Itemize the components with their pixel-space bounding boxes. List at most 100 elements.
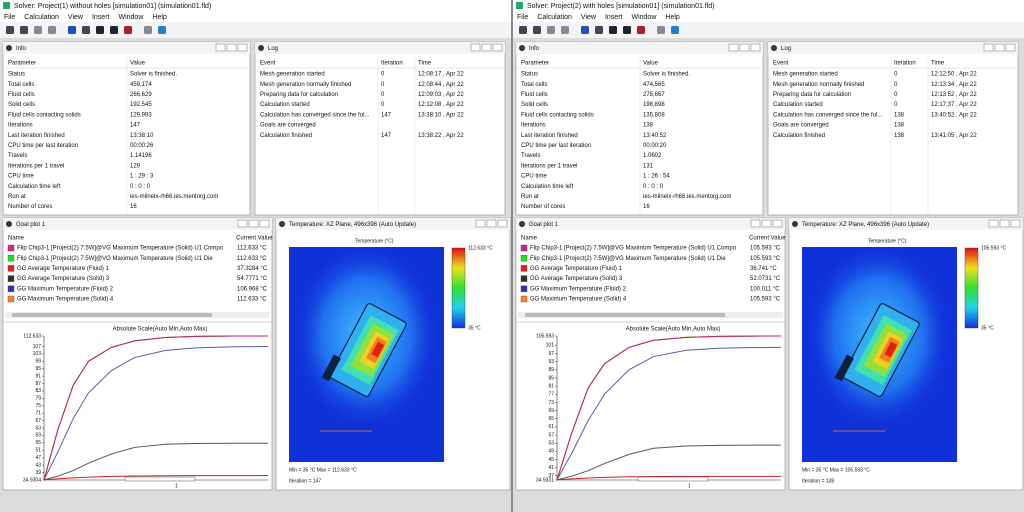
series-line bbox=[43, 346, 269, 481]
window-button[interactable] bbox=[983, 43, 994, 52]
toolbar-button[interactable] bbox=[623, 26, 631, 34]
info-cell: 16 bbox=[643, 204, 650, 210]
scroll-thumb[interactable] bbox=[12, 313, 212, 317]
info-cell: Run at bbox=[521, 194, 539, 200]
series-line bbox=[43, 335, 269, 481]
window-button[interactable] bbox=[750, 43, 761, 52]
window-button[interactable] bbox=[739, 43, 750, 52]
log-cell: 12:13:52 , Apr 22 bbox=[931, 92, 977, 98]
window-button[interactable] bbox=[728, 43, 739, 52]
window-title: Info bbox=[16, 46, 27, 52]
toolbar-button[interactable] bbox=[595, 26, 603, 34]
window-button[interactable] bbox=[497, 219, 508, 228]
window-button[interactable] bbox=[481, 43, 492, 52]
y-tick-label: 107 bbox=[33, 344, 42, 350]
window-button[interactable] bbox=[999, 219, 1010, 228]
menu-item[interactable]: Window bbox=[118, 14, 144, 21]
window-button[interactable] bbox=[215, 43, 226, 52]
legend-name: Flip Chip3-1 [Project(2) 7.5W]@VG Maximu… bbox=[530, 256, 726, 262]
info-cell: 266,629 bbox=[130, 92, 152, 98]
window-button[interactable] bbox=[248, 219, 259, 228]
legend-value: 36.741 °C bbox=[750, 266, 777, 272]
log-cell: 147 bbox=[381, 133, 392, 139]
toolbar-button[interactable] bbox=[82, 26, 90, 34]
toolbar-button[interactable] bbox=[533, 26, 541, 34]
legend-swatch bbox=[520, 244, 528, 252]
toolbar-button[interactable] bbox=[34, 26, 42, 34]
menu-item[interactable]: Insert bbox=[92, 14, 110, 21]
window-button[interactable] bbox=[750, 219, 761, 228]
y-tick-label: 97 bbox=[548, 351, 554, 357]
window-titlebar bbox=[3, 42, 250, 54]
window-button[interactable] bbox=[259, 219, 270, 228]
window-button[interactable] bbox=[475, 219, 486, 228]
legend-swatch bbox=[7, 265, 15, 272]
log-header: Iteration bbox=[894, 61, 916, 67]
toolbar-button[interactable] bbox=[547, 26, 555, 34]
menu-item[interactable]: Window bbox=[631, 14, 657, 21]
contour-iteration: Iteration = 138 bbox=[802, 478, 834, 484]
window-button[interactable] bbox=[1005, 43, 1016, 52]
menu-item[interactable]: View bbox=[581, 14, 597, 21]
chip bbox=[321, 303, 407, 397]
menu-item[interactable]: Calculation bbox=[537, 14, 572, 21]
info-cell: 1.0602 bbox=[643, 153, 662, 159]
contour-iteration: Iteration = 147 bbox=[289, 478, 321, 484]
log-cell: Mesh generation normally finished bbox=[260, 82, 351, 88]
toolbar-button[interactable] bbox=[144, 26, 152, 34]
colorbar-max: 105.593 °C bbox=[981, 245, 1006, 251]
y-tick-label: 43 bbox=[35, 462, 41, 468]
scroll-thumb[interactable] bbox=[525, 313, 725, 317]
toolbar-button[interactable] bbox=[561, 26, 569, 34]
y-tick-label: 81 bbox=[548, 383, 554, 389]
toolbar-button[interactable] bbox=[158, 26, 166, 34]
chart-title: Absolute Scale(Auto Min,Auto Max) bbox=[626, 327, 721, 333]
window-button[interactable] bbox=[470, 43, 481, 52]
toolbar-button[interactable] bbox=[637, 26, 645, 34]
menu-item[interactable]: Help bbox=[152, 14, 167, 21]
info-cell: Iterations bbox=[8, 123, 33, 129]
menu-item[interactable]: File bbox=[4, 14, 15, 21]
menu-item[interactable]: Calculation bbox=[24, 14, 59, 21]
toolbar-button[interactable] bbox=[96, 26, 104, 34]
menu-item[interactable]: View bbox=[68, 14, 84, 21]
toolbar-button[interactable] bbox=[609, 26, 617, 34]
window-button[interactable] bbox=[226, 43, 237, 52]
info-cell: 13:40:52 bbox=[643, 133, 667, 139]
window-button[interactable] bbox=[761, 219, 772, 228]
plot-scroll[interactable] bbox=[637, 476, 709, 482]
window-button[interactable] bbox=[772, 219, 783, 228]
window-button[interactable] bbox=[988, 219, 999, 228]
window-button[interactable] bbox=[994, 43, 1005, 52]
toolbar-button[interactable] bbox=[124, 26, 132, 34]
toolbar-button[interactable] bbox=[657, 26, 665, 34]
toolbar-button[interactable] bbox=[68, 26, 76, 34]
toolbar bbox=[0, 22, 511, 38]
toolbar-button[interactable] bbox=[110, 26, 118, 34]
toolbar-button[interactable] bbox=[519, 26, 527, 34]
menu-item[interactable]: Help bbox=[665, 14, 680, 21]
log-cell: 138 bbox=[894, 123, 905, 129]
legend-value: 106.968 °C bbox=[237, 286, 268, 292]
y-tick-label: 85 bbox=[548, 375, 554, 381]
menu-item[interactable]: File bbox=[517, 14, 528, 21]
legend-value: 37.3284 °C bbox=[237, 266, 268, 272]
log-cell: 12:17:37 , Apr 22 bbox=[931, 102, 977, 108]
window-button[interactable] bbox=[486, 219, 497, 228]
window-button[interactable] bbox=[237, 43, 248, 52]
toolbar-button[interactable] bbox=[6, 26, 14, 34]
window-button[interactable] bbox=[492, 43, 503, 52]
legend-swatch bbox=[7, 254, 15, 262]
toolbar-button[interactable] bbox=[20, 26, 28, 34]
plot-scroll[interactable] bbox=[124, 476, 196, 482]
chip bbox=[834, 303, 920, 397]
menu-item[interactable]: Insert bbox=[605, 14, 623, 21]
window-button[interactable] bbox=[237, 219, 248, 228]
toolbar-button[interactable] bbox=[581, 26, 589, 34]
toolbar-button[interactable] bbox=[671, 26, 679, 34]
window-icon bbox=[792, 221, 798, 227]
toolbar-button[interactable] bbox=[48, 26, 56, 34]
legend-name: GG Average Temperature (Fluid) 1 bbox=[17, 266, 109, 272]
window-button[interactable] bbox=[1010, 219, 1021, 228]
log-cell: Goals are converged bbox=[260, 123, 316, 129]
